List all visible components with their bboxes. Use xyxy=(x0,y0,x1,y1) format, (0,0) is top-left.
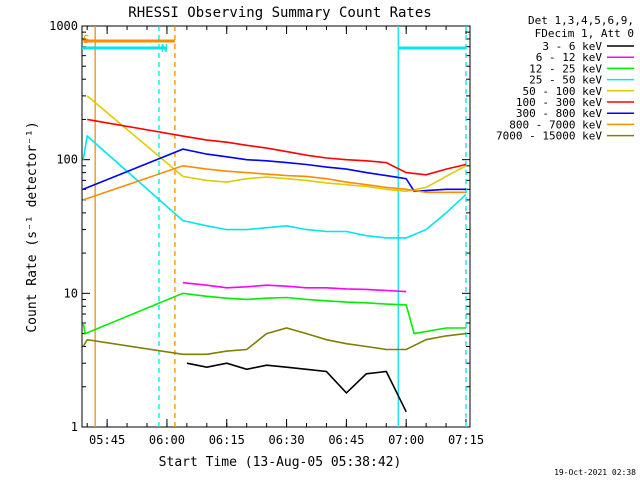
series-line-300-800-kev xyxy=(82,148,466,193)
y-axis: 1 10 100 1000 xyxy=(49,19,470,434)
series-layer xyxy=(82,95,467,413)
generation-timestamp: 19-Oct-2021 02:38 xyxy=(554,468,636,477)
series-line-6-12-kev xyxy=(182,281,407,293)
legend-label: 25 - 50 keV xyxy=(529,74,602,87)
y-tick-label: 10 xyxy=(64,286,78,300)
chart-title: RHESSI Observing Summary Count Rates xyxy=(128,5,431,21)
flag-label: N xyxy=(161,42,168,55)
legend-header-line-1: Det 1,3,4,5,6,9, xyxy=(528,14,634,27)
y-tick-label: 1000 xyxy=(49,19,78,33)
series-line-25-50-kev xyxy=(82,134,467,239)
series-line-12-25-kev xyxy=(82,292,466,335)
series-line-3-6-kev xyxy=(186,362,407,413)
legend: Det 1,3,4,5,6,9, FDecim 1, Att 0 3 - 6 k… xyxy=(496,14,634,143)
flag-label: S xyxy=(83,33,90,46)
marker-lines: SN xyxy=(82,26,467,427)
x-tick-label: 07:00 xyxy=(388,433,424,447)
legend-label: 12 - 25 keV xyxy=(529,62,602,75)
series-line-50-100-kev xyxy=(86,95,467,193)
y-tick-label: 100 xyxy=(56,153,78,167)
legend-header-line-2: FDecim 1, Att 0 xyxy=(535,27,634,40)
series-line-7000-15000-kev xyxy=(82,327,467,356)
y-tick-label: 1 xyxy=(71,420,78,434)
x-tick-label: 05:45 xyxy=(89,433,125,447)
legend-label: 300 - 800 keV xyxy=(516,107,602,120)
legend-label: 50 - 100 keV xyxy=(523,85,603,98)
x-tick-label: 07:15 xyxy=(448,433,484,447)
legend-label: 800 - 7000 keV xyxy=(509,118,602,131)
x-axis: 05:45 06:00 06:15 06:30 06:45 07:00 07:15 xyxy=(86,26,484,447)
plot-frame xyxy=(81,25,471,428)
y-axis-label: Count Rate (s⁻¹ detector⁻¹) xyxy=(25,121,40,332)
x-tick-label: 06:30 xyxy=(269,433,305,447)
legend-label: 6 - 12 keV xyxy=(536,51,603,64)
legend-label: 100 - 300 keV xyxy=(516,96,602,109)
x-tick-label: 06:45 xyxy=(328,433,364,447)
x-tick-label: 06:15 xyxy=(209,433,245,447)
series-line-800-7000-kev xyxy=(82,164,466,201)
series-line-100-300-kev xyxy=(87,118,467,176)
x-tick-label: 06:00 xyxy=(149,433,185,447)
x-axis-label: Start Time (13-Aug-05 05:38:42) xyxy=(159,455,402,470)
legend-label: 7000 - 15000 keV xyxy=(496,130,602,143)
legend-label: 3 - 6 keV xyxy=(542,40,602,53)
